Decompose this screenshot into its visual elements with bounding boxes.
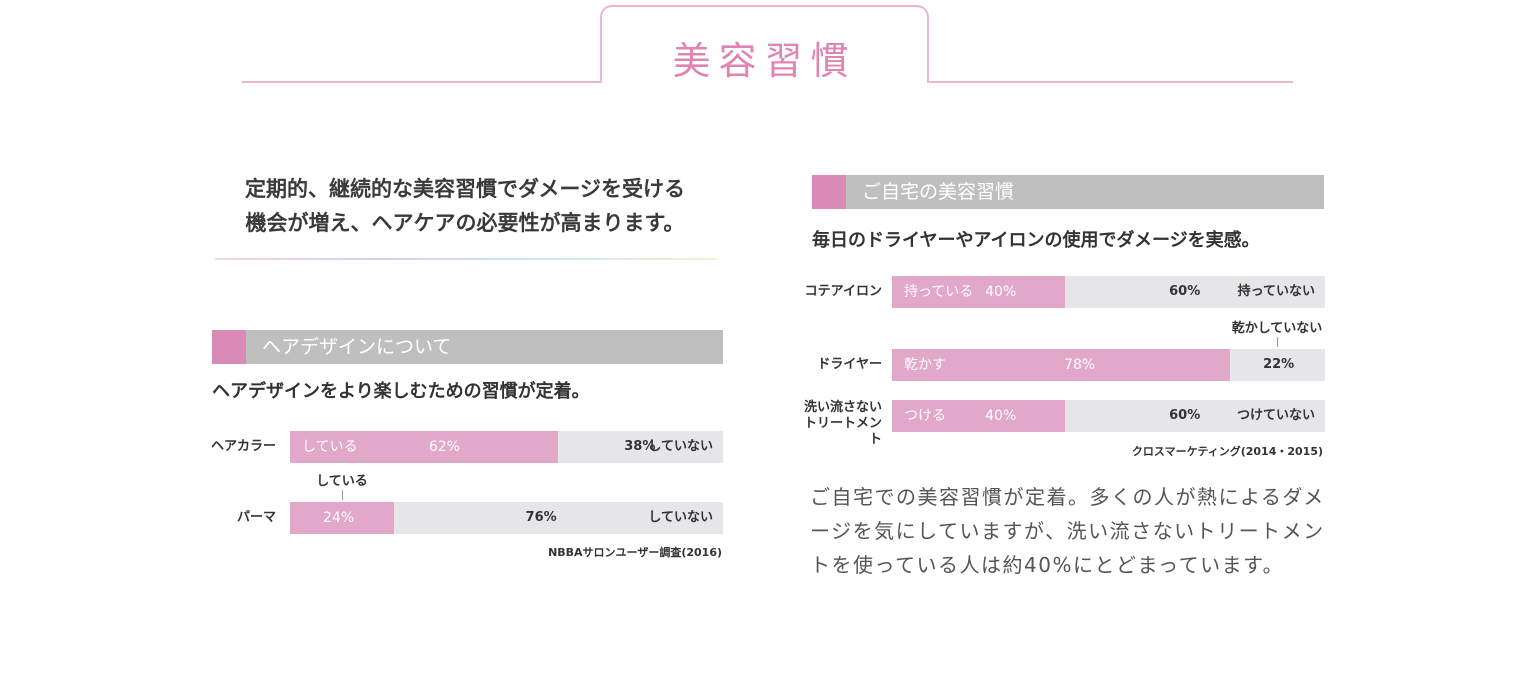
row-label: ドライヤー xyxy=(817,357,882,372)
yes-label: 乾かす xyxy=(904,357,946,373)
section-swatch xyxy=(212,330,246,364)
intro-text: 定期的、継続的な美容習慣でダメージを受ける 機会が増え、ヘアケアの必要性が高まり… xyxy=(205,172,725,240)
no-label: つけていない xyxy=(1236,408,1315,423)
no-value: 60% xyxy=(1169,284,1201,299)
section-title: ヘアデザインについて xyxy=(262,336,452,358)
chart-source: クロスマーケティング(2014・2015) xyxy=(1131,445,1323,458)
bar-fill xyxy=(892,276,1066,308)
chart-title: ヘアデザインをより楽しむための習慣が定着。 xyxy=(212,381,590,402)
yes-value: 24% xyxy=(323,510,355,526)
callout-label: している xyxy=(316,474,368,489)
section-bar-home-habits: ご自宅の美容習慣 xyxy=(812,175,1324,209)
callout-tick xyxy=(1277,337,1279,347)
row-label: コテアイロン xyxy=(804,284,882,299)
header-rule-left xyxy=(242,81,602,83)
section-bar-hair-design: ヘアデザインについて xyxy=(212,330,723,364)
no-value: 38% xyxy=(624,439,656,454)
yes-value: 40% xyxy=(985,408,1017,424)
bar-fill xyxy=(892,349,1230,381)
row-label: 洗い流さない トリートメント xyxy=(803,400,882,447)
section-swatch xyxy=(812,175,846,209)
yes-label: している xyxy=(302,439,358,455)
callout-tick xyxy=(342,490,343,500)
bar-fill xyxy=(892,400,1066,432)
no-label: 持っていない xyxy=(1237,284,1315,299)
yes-label: つける xyxy=(904,408,946,424)
row-label: ヘアカラー xyxy=(210,439,276,454)
row-label: パーマ xyxy=(236,510,276,525)
no-value: 22% xyxy=(1263,357,1295,372)
chart-source: NBBAサロンユーザー調査(2016) xyxy=(548,546,722,559)
no-value: 60% xyxy=(1169,408,1201,423)
yes-label: 持っている xyxy=(904,284,974,300)
yes-value: 62% xyxy=(428,439,460,455)
yes-value: 40% xyxy=(985,284,1017,300)
no-label: していない xyxy=(648,439,713,454)
bar-fill xyxy=(290,431,559,463)
page-title: 美容習慣 xyxy=(672,39,857,83)
chart-title: 毎日のドライヤーやアイロンの使用でダメージを実感。 xyxy=(812,230,1260,251)
rainbow-divider xyxy=(215,258,717,260)
intro-line-1: 定期的、継続的な美容習慣でダメージを受ける xyxy=(245,177,685,201)
callout-label: 乾かしていない xyxy=(1231,321,1323,336)
bar-track xyxy=(892,349,1325,381)
header-tab xyxy=(600,5,929,82)
bar-track xyxy=(892,400,1325,432)
header-rule-right xyxy=(927,81,1293,83)
bar-track xyxy=(892,276,1325,308)
no-value: 76% xyxy=(525,510,557,525)
summary-paragraph: ご自宅での美容習慣が定着。多くの人が熱によるダメージを気にしていますが、洗い流さ… xyxy=(810,485,1325,577)
bar-fill xyxy=(290,502,394,534)
intro-line-2: 機会が増え、ヘアケアの必要性が高まります。 xyxy=(245,211,685,235)
no-label: していない xyxy=(648,510,713,525)
yes-value: 78% xyxy=(1064,357,1096,373)
bar-track xyxy=(290,502,723,534)
section-title: ご自宅の美容習慣 xyxy=(862,181,1015,203)
bar-track xyxy=(290,431,723,463)
